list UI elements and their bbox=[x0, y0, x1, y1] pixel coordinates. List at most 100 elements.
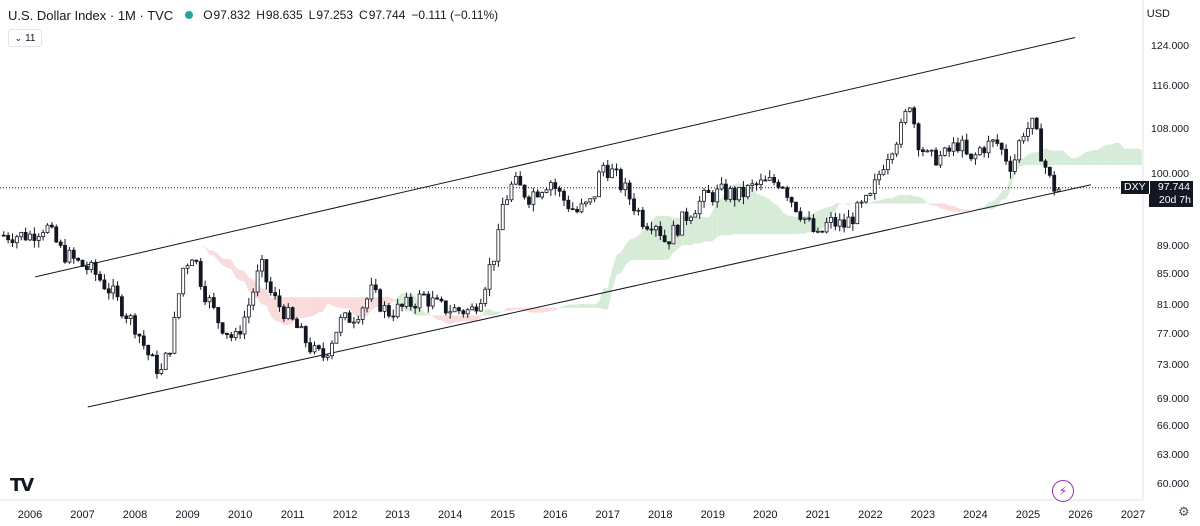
candle bbox=[728, 188, 733, 200]
candle bbox=[737, 186, 741, 201]
cloud-segment-bearish bbox=[327, 297, 333, 306]
candle bbox=[811, 218, 816, 233]
market-status-dot bbox=[185, 11, 194, 19]
candle bbox=[789, 196, 794, 203]
candle bbox=[120, 296, 124, 317]
candle bbox=[478, 303, 483, 312]
cloud-segment-bullish bbox=[1080, 152, 1085, 165]
cloud-segment-bullish bbox=[901, 194, 906, 204]
cloud-segment-bearish bbox=[117, 233, 122, 238]
candle bbox=[23, 231, 28, 241]
candle bbox=[842, 219, 847, 228]
candles bbox=[1, 106, 1061, 379]
candle bbox=[426, 293, 431, 307]
candle bbox=[98, 273, 102, 281]
cloud-segment-bullish bbox=[879, 198, 884, 204]
candle bbox=[907, 107, 912, 112]
candle bbox=[500, 204, 505, 231]
cloud-segment-bearish bbox=[296, 297, 302, 319]
candle bbox=[540, 192, 545, 198]
time-tick-label: 2022 bbox=[858, 509, 882, 521]
cloud-segment-bullish bbox=[638, 230, 643, 261]
candle bbox=[623, 182, 628, 191]
candle bbox=[745, 185, 750, 198]
time-tick-label: 2024 bbox=[963, 509, 987, 521]
candle bbox=[185, 265, 190, 269]
candle bbox=[404, 296, 409, 307]
candle bbox=[527, 196, 531, 205]
candle bbox=[487, 264, 492, 290]
price-axis[interactable]: 124.000 116.000 108.000 100.000 89.000 85.000… bbox=[1151, 40, 1189, 490]
tradingview-logo-icon[interactable]: TV bbox=[10, 475, 34, 496]
cloud-segment-bearish bbox=[301, 297, 306, 319]
candle bbox=[715, 188, 720, 203]
candle bbox=[303, 326, 308, 344]
channel-lower-line[interactable] bbox=[87, 184, 1092, 408]
cloud-segment-bullish bbox=[1119, 143, 1125, 165]
candle bbox=[964, 139, 969, 155]
candle bbox=[802, 217, 807, 220]
candle bbox=[518, 175, 523, 186]
candle bbox=[264, 259, 269, 283]
cloud-segment-bullish bbox=[1124, 148, 1129, 165]
price-tick-label: 108.000 bbox=[1151, 123, 1189, 135]
candle bbox=[155, 354, 159, 374]
candle bbox=[960, 139, 965, 152]
candle bbox=[246, 304, 251, 318]
candle bbox=[67, 249, 72, 263]
cloud-segment-bullish bbox=[1111, 142, 1116, 165]
gear-icon[interactable]: ⚙ bbox=[1178, 505, 1190, 520]
cloud-segment-bearish bbox=[454, 315, 459, 323]
candle bbox=[150, 354, 155, 357]
candle bbox=[45, 224, 50, 234]
cloud-segment-bearish bbox=[340, 297, 346, 309]
cloud-segment-bullish bbox=[874, 200, 880, 204]
channel-upper-line[interactable] bbox=[35, 37, 1076, 278]
cloud-segment-bearish bbox=[388, 297, 394, 305]
cloud-segment-bullish bbox=[690, 217, 696, 246]
candle bbox=[864, 195, 868, 203]
cloud-segment-bullish bbox=[577, 303, 582, 308]
cloud-segment-bullish bbox=[826, 206, 831, 225]
candle bbox=[658, 226, 663, 236]
candle bbox=[63, 244, 67, 263]
candle bbox=[999, 142, 1004, 150]
candle bbox=[168, 352, 172, 355]
cloud-segment-bullish bbox=[419, 306, 424, 316]
candle bbox=[706, 189, 711, 193]
cloud-segment-bearish bbox=[542, 307, 547, 313]
symbol-title[interactable]: U.S. Dollar Index · 1M · TVC bbox=[8, 7, 174, 23]
candle bbox=[207, 297, 212, 303]
cloud-segment-bullish bbox=[721, 189, 726, 236]
candle bbox=[387, 305, 391, 317]
cloud-segment-bearish bbox=[371, 297, 376, 311]
cloud-segment-bearish bbox=[546, 307, 551, 313]
price-tick-label: 116.000 bbox=[1152, 80, 1189, 92]
candle bbox=[824, 221, 829, 233]
candle bbox=[597, 171, 601, 198]
candle bbox=[877, 173, 882, 181]
cloud-segment-bearish bbox=[235, 267, 241, 281]
candle bbox=[837, 219, 842, 227]
cloud-segment-bullish bbox=[782, 212, 788, 235]
lightning-icon[interactable]: ⚡ bbox=[1052, 480, 1074, 502]
indicators-toggle-button[interactable]: ⌄ 11 bbox=[8, 29, 42, 47]
time-tick-label: 2011 bbox=[281, 509, 305, 521]
candle bbox=[724, 183, 728, 200]
cloud-segment-bullish bbox=[887, 198, 893, 204]
cloud-segment-bullish bbox=[835, 203, 840, 212]
candle bbox=[321, 348, 326, 358]
cloud-segment-bullish bbox=[866, 202, 871, 204]
candle bbox=[295, 318, 299, 329]
candle bbox=[697, 200, 702, 215]
cloud-segment-bullish bbox=[1137, 148, 1142, 165]
cloud-segment-bullish bbox=[870, 200, 875, 204]
cloud-segment-bullish bbox=[423, 312, 429, 316]
candle bbox=[36, 236, 41, 241]
cloud-segment-bearish bbox=[555, 307, 560, 311]
cloud-segment-bullish bbox=[804, 215, 810, 234]
time-axis[interactable]: 2006 2007 2008 2009 2010 2011 2012 2013 2014 2015… bbox=[18, 509, 1145, 521]
cloud-segment-bullish bbox=[415, 295, 420, 316]
currency-selector[interactable]: USD bbox=[1146, 8, 1170, 20]
